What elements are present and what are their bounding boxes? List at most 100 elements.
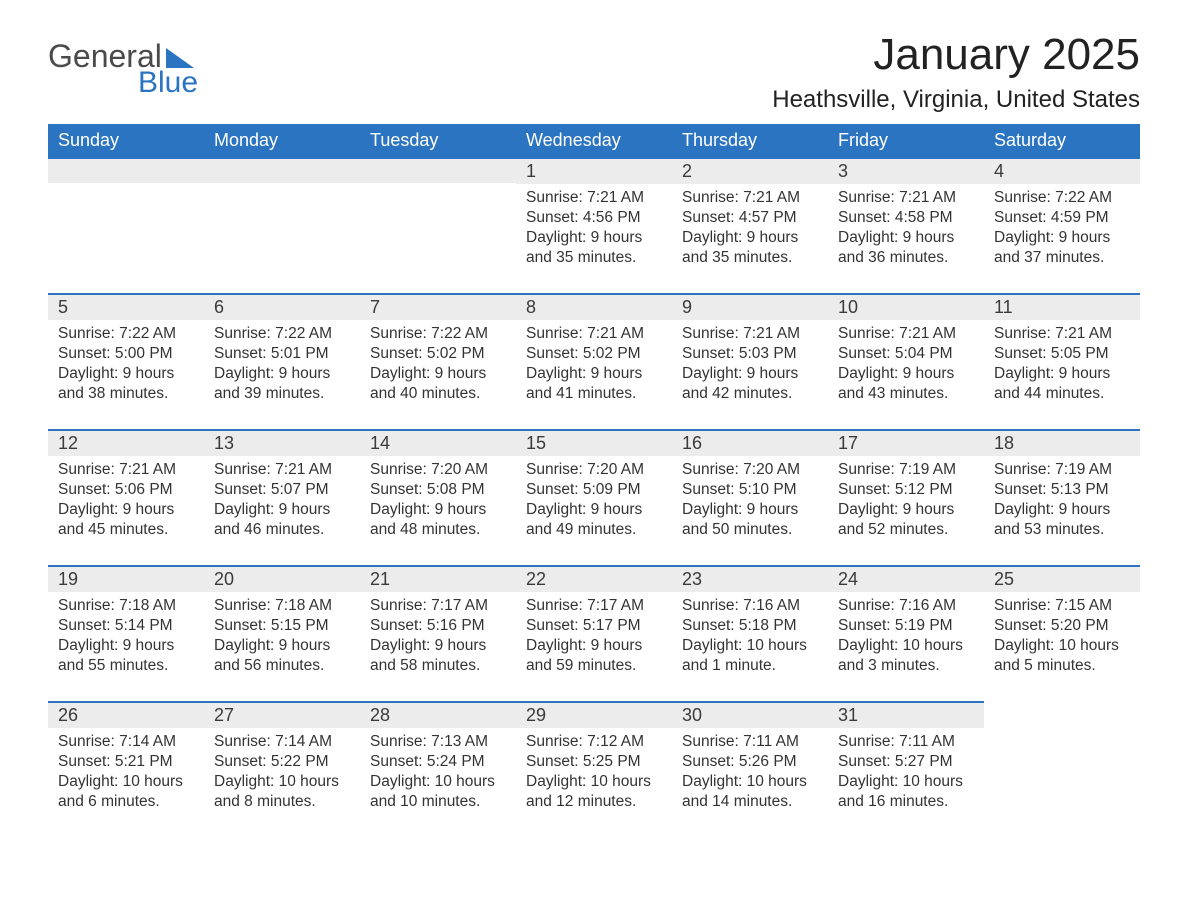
day-detail-line: Sunset: 5:06 PM: [58, 480, 194, 500]
day-detail-line: and 48 minutes.: [370, 520, 506, 540]
day-details: Sunrise: 7:21 AMSunset: 4:57 PMDaylight:…: [672, 184, 828, 277]
calendar-cell: 27Sunrise: 7:14 AMSunset: 5:22 PMDayligh…: [204, 701, 360, 837]
day-detail-line: and 53 minutes.: [994, 520, 1130, 540]
day-number: 21: [360, 565, 516, 592]
day-number: 27: [204, 701, 360, 728]
day-detail-line: Sunset: 5:01 PM: [214, 344, 350, 364]
day-detail-line: Sunset: 5:20 PM: [994, 616, 1130, 636]
day-detail-line: and 44 minutes.: [994, 384, 1130, 404]
calendar-cell: 22Sunrise: 7:17 AMSunset: 5:17 PMDayligh…: [516, 565, 672, 701]
calendar-cell: 18Sunrise: 7:19 AMSunset: 5:13 PMDayligh…: [984, 429, 1140, 565]
empty-day-header: [48, 157, 204, 183]
calendar-cell: 24Sunrise: 7:16 AMSunset: 5:19 PMDayligh…: [828, 565, 984, 701]
calendar-cell: 31Sunrise: 7:11 AMSunset: 5:27 PMDayligh…: [828, 701, 984, 837]
day-details: Sunrise: 7:22 AMSunset: 4:59 PMDaylight:…: [984, 184, 1140, 277]
day-detail-line: and 45 minutes.: [58, 520, 194, 540]
day-detail-line: Daylight: 9 hours: [526, 636, 662, 656]
day-detail-line: and 12 minutes.: [526, 792, 662, 812]
day-detail-line: Sunset: 4:59 PM: [994, 208, 1130, 228]
day-detail-line: Sunset: 5:04 PM: [838, 344, 974, 364]
calendar-cell: 6Sunrise: 7:22 AMSunset: 5:01 PMDaylight…: [204, 293, 360, 429]
day-details: Sunrise: 7:18 AMSunset: 5:14 PMDaylight:…: [48, 592, 204, 685]
day-detail-line: Sunset: 5:10 PM: [682, 480, 818, 500]
day-detail-line: Daylight: 10 hours: [370, 772, 506, 792]
day-number: 18: [984, 429, 1140, 456]
day-details: Sunrise: 7:21 AMSunset: 4:56 PMDaylight:…: [516, 184, 672, 277]
day-number: 17: [828, 429, 984, 456]
day-detail-line: Sunrise: 7:21 AM: [682, 188, 818, 208]
calendar-cell: 17Sunrise: 7:19 AMSunset: 5:12 PMDayligh…: [828, 429, 984, 565]
calendar-cell: 30Sunrise: 7:11 AMSunset: 5:26 PMDayligh…: [672, 701, 828, 837]
weekday-header: Saturday: [984, 124, 1140, 157]
weekday-header: Wednesday: [516, 124, 672, 157]
day-number: 24: [828, 565, 984, 592]
day-detail-line: Daylight: 9 hours: [370, 364, 506, 384]
day-detail-line: Sunset: 5:27 PM: [838, 752, 974, 772]
day-detail-line: Sunset: 5:15 PM: [214, 616, 350, 636]
day-number: 30: [672, 701, 828, 728]
weekday-header: Sunday: [48, 124, 204, 157]
day-details: Sunrise: 7:18 AMSunset: 5:15 PMDaylight:…: [204, 592, 360, 685]
calendar-cell: 19Sunrise: 7:18 AMSunset: 5:14 PMDayligh…: [48, 565, 204, 701]
day-detail-line: Sunset: 5:02 PM: [370, 344, 506, 364]
day-detail-line: Daylight: 9 hours: [838, 228, 974, 248]
day-detail-line: and 16 minutes.: [838, 792, 974, 812]
day-detail-line: Daylight: 10 hours: [58, 772, 194, 792]
day-detail-line: Sunset: 5:07 PM: [214, 480, 350, 500]
day-detail-line: Sunset: 5:13 PM: [994, 480, 1130, 500]
calendar-cell: 9Sunrise: 7:21 AMSunset: 5:03 PMDaylight…: [672, 293, 828, 429]
day-detail-line: Daylight: 9 hours: [58, 364, 194, 384]
calendar-table: Sunday Monday Tuesday Wednesday Thursday…: [48, 124, 1140, 837]
day-detail-line: Sunrise: 7:18 AM: [58, 596, 194, 616]
calendar-cell: 16Sunrise: 7:20 AMSunset: 5:10 PMDayligh…: [672, 429, 828, 565]
day-detail-line: Sunrise: 7:13 AM: [370, 732, 506, 752]
day-detail-line: and 8 minutes.: [214, 792, 350, 812]
day-number: 14: [360, 429, 516, 456]
calendar-cell: 21Sunrise: 7:17 AMSunset: 5:16 PMDayligh…: [360, 565, 516, 701]
day-details: Sunrise: 7:22 AMSunset: 5:01 PMDaylight:…: [204, 320, 360, 413]
day-number: 23: [672, 565, 828, 592]
day-detail-line: Daylight: 10 hours: [682, 636, 818, 656]
day-detail-line: Sunrise: 7:20 AM: [682, 460, 818, 480]
day-details: Sunrise: 7:19 AMSunset: 5:12 PMDaylight:…: [828, 456, 984, 549]
empty-day-header: [360, 157, 516, 183]
header: General Blue January 2025 Heathsville, V…: [48, 30, 1140, 114]
day-detail-line: and 55 minutes.: [58, 656, 194, 676]
calendar-cell: [48, 157, 204, 293]
day-number: 4: [984, 157, 1140, 184]
day-detail-line: and 38 minutes.: [58, 384, 194, 404]
month-title: January 2025: [772, 30, 1140, 80]
calendar-cell: 13Sunrise: 7:21 AMSunset: 5:07 PMDayligh…: [204, 429, 360, 565]
day-detail-line: Sunset: 5:16 PM: [370, 616, 506, 636]
day-detail-line: Sunset: 5:18 PM: [682, 616, 818, 636]
day-detail-line: Daylight: 9 hours: [682, 500, 818, 520]
day-detail-line: Sunrise: 7:16 AM: [682, 596, 818, 616]
day-detail-line: Sunrise: 7:21 AM: [526, 324, 662, 344]
day-detail-line: Sunrise: 7:21 AM: [994, 324, 1130, 344]
day-detail-line: Sunset: 5:14 PM: [58, 616, 194, 636]
day-detail-line: and 56 minutes.: [214, 656, 350, 676]
day-detail-line: and 6 minutes.: [58, 792, 194, 812]
day-detail-line: Daylight: 9 hours: [838, 364, 974, 384]
calendar-cell: 20Sunrise: 7:18 AMSunset: 5:15 PMDayligh…: [204, 565, 360, 701]
day-number: 22: [516, 565, 672, 592]
day-detail-line: Daylight: 10 hours: [838, 636, 974, 656]
day-detail-line: and 58 minutes.: [370, 656, 506, 676]
calendar-cell: 28Sunrise: 7:13 AMSunset: 5:24 PMDayligh…: [360, 701, 516, 837]
day-detail-line: Sunrise: 7:17 AM: [370, 596, 506, 616]
day-number: 15: [516, 429, 672, 456]
calendar-cell: 3Sunrise: 7:21 AMSunset: 4:58 PMDaylight…: [828, 157, 984, 293]
calendar-cell: 5Sunrise: 7:22 AMSunset: 5:00 PMDaylight…: [48, 293, 204, 429]
day-detail-line: Daylight: 9 hours: [526, 500, 662, 520]
day-detail-line: Daylight: 9 hours: [370, 500, 506, 520]
day-number: 12: [48, 429, 204, 456]
calendar-cell: 10Sunrise: 7:21 AMSunset: 5:04 PMDayligh…: [828, 293, 984, 429]
day-number: 26: [48, 701, 204, 728]
logo-text-2: Blue: [138, 68, 198, 98]
weekday-header: Monday: [204, 124, 360, 157]
day-detail-line: Sunrise: 7:21 AM: [214, 460, 350, 480]
calendar-cell: [984, 701, 1140, 837]
day-detail-line: and 42 minutes.: [682, 384, 818, 404]
day-details: Sunrise: 7:20 AMSunset: 5:10 PMDaylight:…: [672, 456, 828, 549]
day-number: 28: [360, 701, 516, 728]
